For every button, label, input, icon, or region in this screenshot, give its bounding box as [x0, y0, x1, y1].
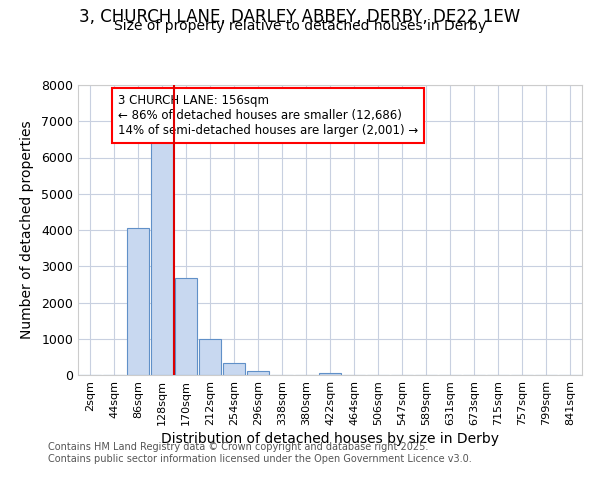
Bar — [319, 373, 341, 375]
Text: Contains HM Land Registry data © Crown copyright and database right 2025.
Contai: Contains HM Land Registry data © Crown c… — [48, 442, 472, 464]
Bar — [151, 134, 173, 375]
Bar — [127, 228, 149, 375]
Text: 3 CHURCH LANE: 156sqm
← 86% of detached houses are smaller (12,686)
14% of semi-: 3 CHURCH LANE: 156sqm ← 86% of detached … — [118, 94, 419, 136]
Text: Size of property relative to detached houses in Derby: Size of property relative to detached ho… — [114, 19, 486, 33]
Text: 3, CHURCH LANE, DARLEY ABBEY, DERBY, DE22 1EW: 3, CHURCH LANE, DARLEY ABBEY, DERBY, DE2… — [79, 8, 521, 26]
Bar — [175, 278, 197, 375]
Bar — [247, 371, 269, 375]
Bar — [223, 362, 245, 375]
Y-axis label: Number of detached properties: Number of detached properties — [20, 120, 34, 340]
Bar — [199, 339, 221, 375]
X-axis label: Distribution of detached houses by size in Derby: Distribution of detached houses by size … — [161, 432, 499, 446]
